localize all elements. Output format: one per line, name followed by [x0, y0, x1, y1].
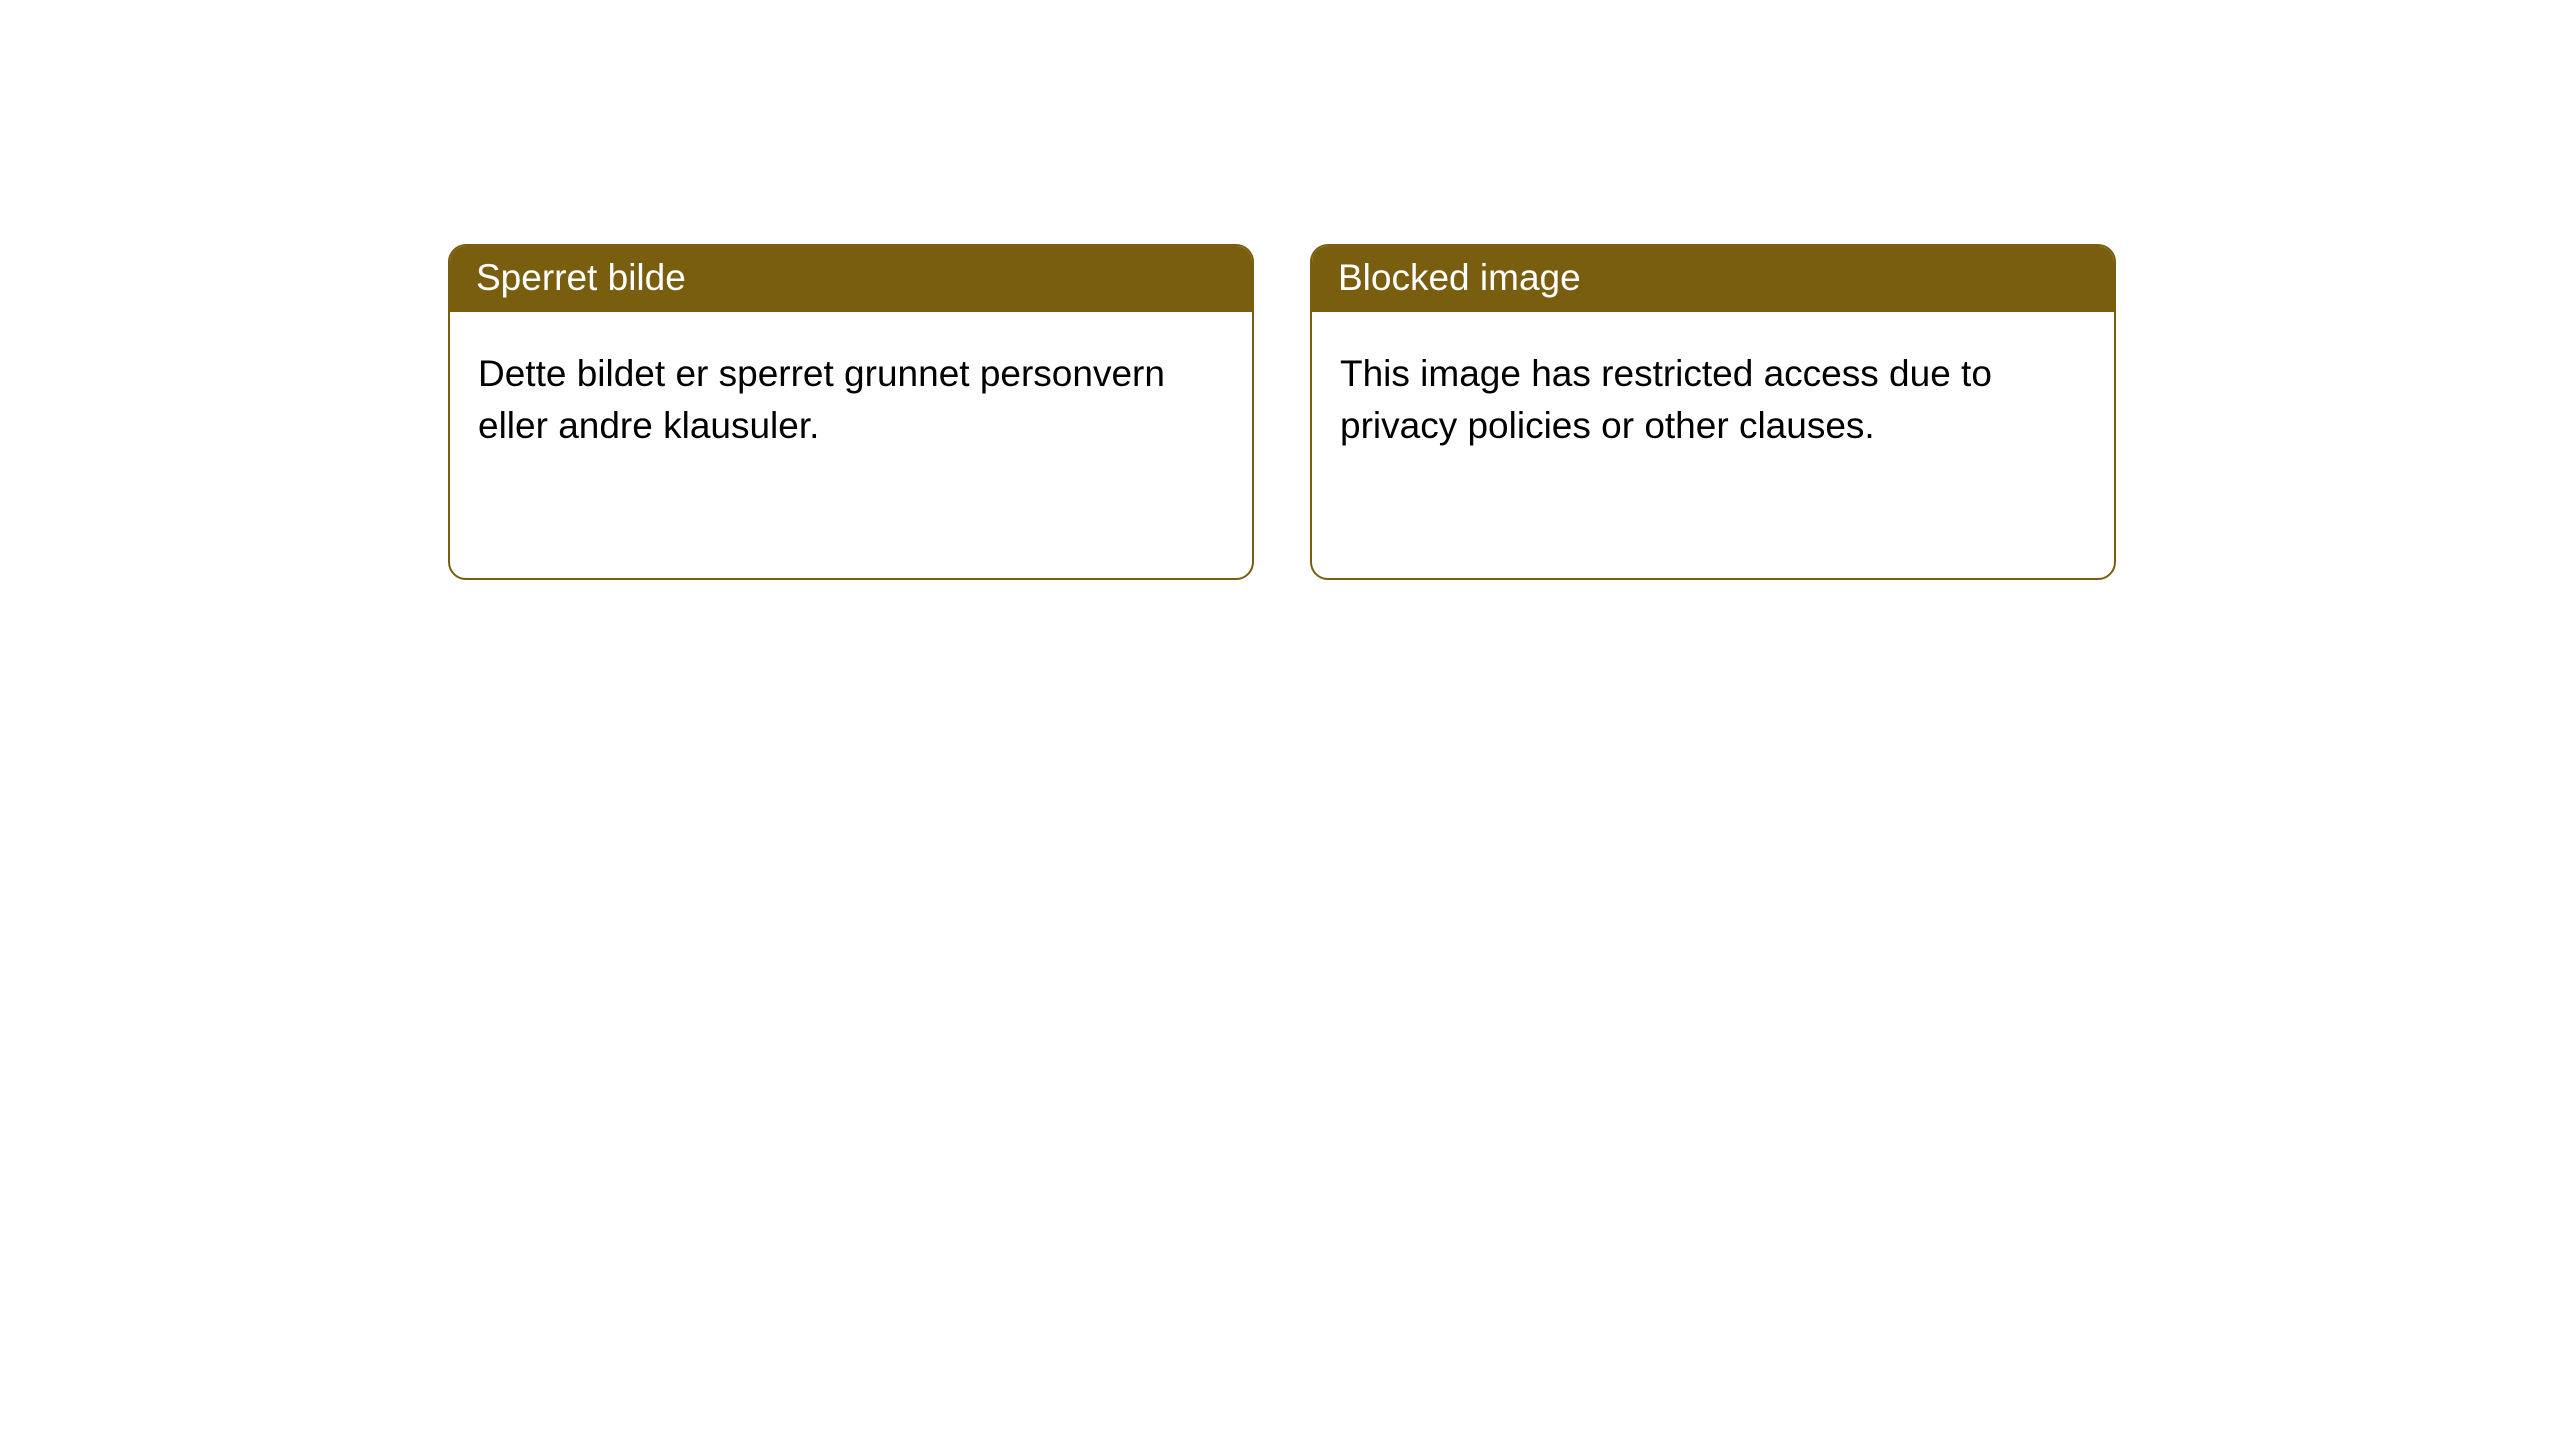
blocked-image-card-en: Blocked image This image has restricted …: [1310, 244, 2116, 580]
card-body: Dette bildet er sperret grunnet personve…: [450, 312, 1252, 472]
notice-container: Sperret bilde Dette bildet er sperret gr…: [0, 0, 2560, 580]
card-header: Sperret bilde: [450, 246, 1252, 312]
card-body: This image has restricted access due to …: [1312, 312, 2114, 472]
blocked-image-card-no: Sperret bilde Dette bildet er sperret gr…: [448, 244, 1254, 580]
card-header: Blocked image: [1312, 246, 2114, 312]
